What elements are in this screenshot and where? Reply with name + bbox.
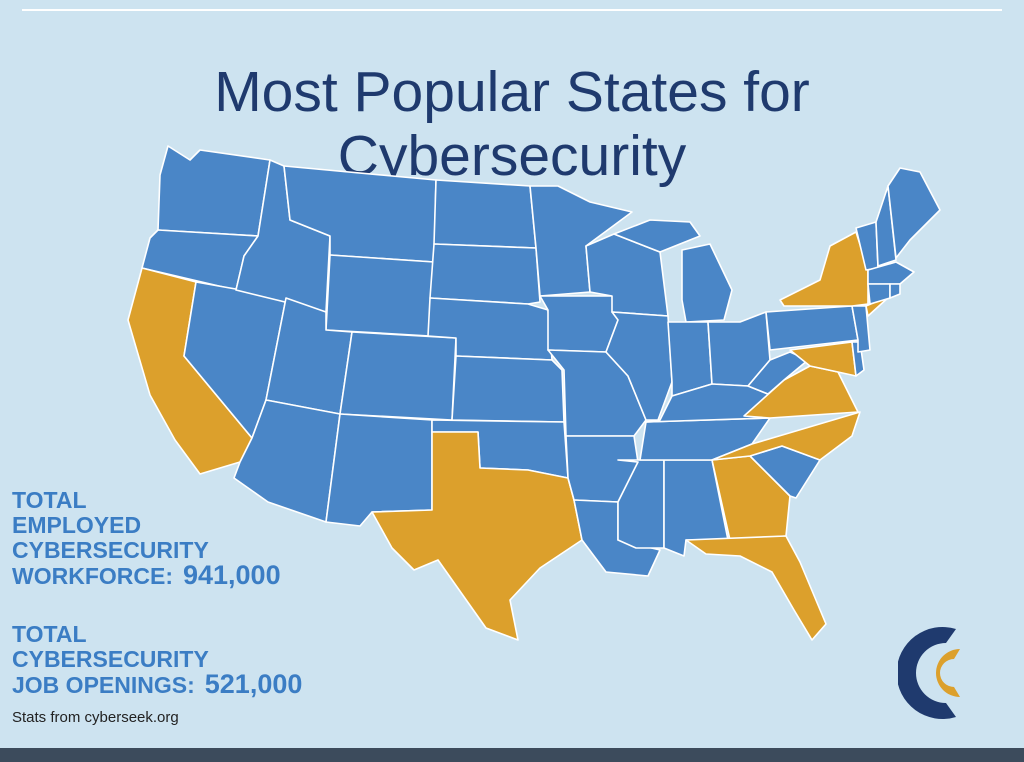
- openings-value: 521,000: [204, 669, 303, 699]
- state-kansas: [451, 355, 565, 423]
- employed-workforce-stat: TOTAL EMPLOYED CYBERSECURITY WORKFORCE: 9…: [12, 488, 281, 589]
- title-line-1: Most Popular States for: [214, 60, 810, 125]
- page-title: Most Popular States for Cybersecurity: [0, 60, 1024, 188]
- employed-label-text: WORKFORCE:: [12, 563, 173, 589]
- state-connecticut: [867, 283, 891, 305]
- state-iowa: [539, 295, 619, 353]
- openings-label-text: JOB OPENINGS:: [12, 672, 195, 698]
- state-wyoming: [325, 254, 435, 337]
- employed-label-line-3: CYBERSECURITY: [12, 537, 209, 563]
- employed-label-line-1: TOTAL: [12, 487, 87, 513]
- top-divider: [22, 9, 1002, 11]
- state-indiana: [667, 321, 713, 397]
- openings-label-line-2: CYBERSECURITY: [12, 646, 209, 672]
- source-credit: Stats from cyberseek.org: [12, 709, 179, 726]
- cyberseek-logo-icon: [898, 627, 960, 719]
- footer-bar: [0, 748, 1024, 762]
- state-texas: [371, 431, 583, 641]
- state-maine: [887, 167, 941, 259]
- state-maryland: [789, 341, 857, 377]
- openings-label-line-3: JOB OPENINGS: 521,000: [12, 669, 303, 699]
- employed-label-line-2: EMPLOYED: [12, 512, 142, 538]
- employed-value: 941,000: [182, 560, 281, 590]
- state-michigan: [681, 243, 733, 323]
- state-new-hampshire: [875, 185, 897, 267]
- state-south-dakota: [429, 243, 541, 305]
- state-new-york: [779, 231, 869, 307]
- job-openings-stat: TOTAL CYBERSECURITY JOB OPENINGS: 521,000: [12, 622, 302, 698]
- state-colorado: [339, 331, 457, 421]
- state-florida: [685, 535, 827, 641]
- state-new-mexico: [325, 413, 433, 527]
- state-massachusetts: [867, 261, 915, 285]
- openings-label-line-1: TOTAL: [12, 621, 87, 647]
- state-michigan-upper: [613, 219, 701, 253]
- state-north-dakota: [433, 179, 537, 249]
- state-rhode-island: [889, 283, 901, 299]
- state-washington: [157, 145, 271, 237]
- employed-label-line-4: WORKFORCE: 941,000: [12, 560, 281, 590]
- state-north-carolina: [711, 411, 861, 461]
- state-new-jersey: [851, 305, 871, 353]
